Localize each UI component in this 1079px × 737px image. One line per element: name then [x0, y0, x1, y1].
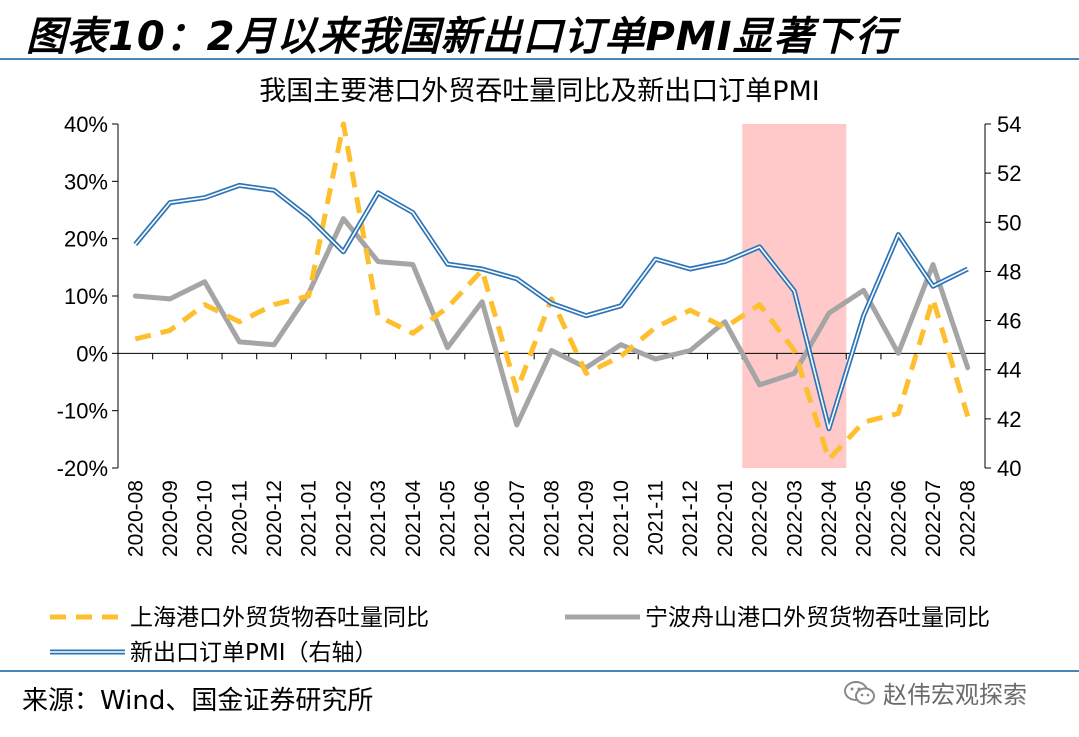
- right-tick-label: 48: [997, 259, 1021, 284]
- figure-title: 图表10：2月以来我国新出口订单PMI显著下行: [26, 14, 897, 60]
- right-tick-label: 46: [997, 309, 1021, 334]
- wechat-icon: [844, 680, 875, 704]
- source-note: 来源：Wind、国金证券研究所: [22, 686, 374, 716]
- x-tick-label: 2020-11: [228, 480, 251, 556]
- left-tick-label: 30%: [64, 169, 108, 194]
- watermark-text: 赵伟宏观探索: [883, 681, 1027, 709]
- x-tick-label: 2021-03: [367, 480, 390, 557]
- legend-label: 宁波舟山港口外贸货物吞吐量同比: [645, 605, 990, 631]
- x-tick-label: 2020-09: [159, 480, 182, 557]
- title-rule: [0, 58, 1079, 60]
- right-tick-label: 50: [997, 210, 1021, 235]
- left-tick-label: 10%: [64, 284, 108, 309]
- x-tick-label: 2022-02: [749, 480, 772, 557]
- x-tick-label: 2020-08: [124, 480, 147, 557]
- right-tick-label: 54: [997, 112, 1021, 137]
- series-line-ningbo: [132, 216, 971, 428]
- series-line-shanghai: [134, 121, 971, 462]
- x-tick-label: 2021-07: [506, 480, 529, 557]
- x-tick-label: 2021-08: [541, 480, 564, 557]
- right-tick-label: 52: [997, 161, 1021, 186]
- x-tick-label: 2022-08: [957, 480, 980, 557]
- x-tick-label: 2021-09: [575, 480, 598, 557]
- legend-label: 新出口订单PMI（右轴）: [130, 640, 378, 666]
- legend-label: 上海港口外贸货物吞吐量同比: [130, 605, 429, 631]
- legend-entry: 宁波舟山港口外贸货物吞吐量同比: [565, 605, 990, 631]
- x-tick-label: 2022-01: [714, 480, 737, 557]
- legend-entry: 上海港口外贸货物吞吐量同比: [50, 605, 429, 631]
- series-line-pmi-inner: [134, 184, 969, 430]
- left-tick-label: 0%: [76, 341, 108, 366]
- x-tick-label: 2022-07: [922, 480, 945, 557]
- footer-rule: [0, 670, 1079, 672]
- right-tick-label: 40: [997, 456, 1021, 481]
- watermark: 赵伟宏观探索: [843, 675, 1027, 710]
- x-tick-label: 2021-04: [402, 480, 425, 557]
- chart-title: 我国主要港口外贸吞吐量同比及新出口订单PMI: [259, 76, 820, 107]
- left-tick-label: -20%: [57, 456, 108, 481]
- x-tick-label: 2021-12: [679, 480, 702, 557]
- x-tick-label: 2021-06: [471, 480, 494, 557]
- left-tick-label: 40%: [64, 112, 108, 137]
- x-tick-label: 2021-10: [610, 480, 633, 557]
- legend-entry: 新出口订单PMI（右轴）: [50, 640, 378, 666]
- x-tick-label: 2022-05: [853, 480, 876, 557]
- x-tick-label: 2022-03: [783, 480, 806, 557]
- right-tick-label: 42: [997, 407, 1021, 432]
- left-tick-label: -10%: [57, 399, 108, 424]
- x-tick-label: 2022-06: [887, 480, 910, 557]
- x-tick-label: 2020-10: [194, 480, 217, 557]
- x-tick-label: 2021-05: [436, 480, 459, 557]
- x-tick-label: 2022-04: [818, 480, 841, 557]
- left-tick-label: 20%: [64, 227, 108, 252]
- x-tick-label: 2021-02: [332, 480, 355, 557]
- x-tick-label: 2021-11: [645, 480, 668, 556]
- x-tick-label: 2021-01: [298, 480, 321, 557]
- x-tick-label: 2020-12: [263, 480, 286, 557]
- right-tick-label: 44: [997, 358, 1021, 383]
